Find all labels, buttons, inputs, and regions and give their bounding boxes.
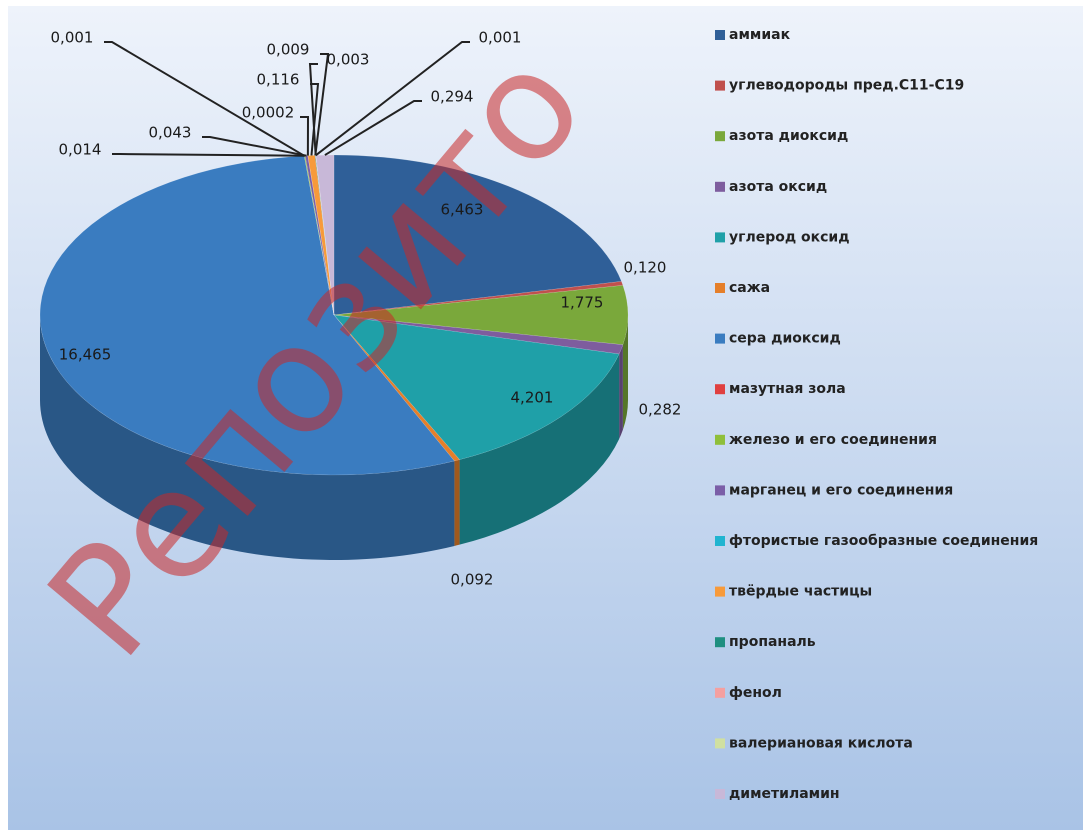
legend-label: марганец и его соединения — [729, 482, 953, 498]
legend-swatch — [715, 333, 725, 344]
legend-swatch — [715, 283, 725, 293]
labels: 6,463 0,120 1,775 0,282 4,201 0,092 16,465 0,00… — [51, 29, 682, 589]
legend-label: железо и его соединения — [729, 432, 937, 448]
legend-label: диметиламин — [729, 786, 840, 802]
data-label: 0,282 — [639, 401, 682, 419]
pie-slice — [39, 155, 455, 476]
data-label: 4,201 — [511, 389, 554, 407]
leader-line — [112, 153, 305, 157]
legend-label: азота диоксид — [729, 128, 848, 144]
legend: аммиак углеводороды пред.С11-С19 азота дио… — [715, 27, 1038, 802]
legend-swatch — [715, 485, 725, 496]
legend-swatch — [715, 232, 725, 243]
data-label: 0,092 — [451, 571, 494, 589]
data-label: 0,120 — [624, 259, 667, 277]
pie-slice-side — [459, 353, 620, 545]
legend-swatch — [715, 181, 725, 192]
pie-slice-side — [40, 315, 455, 560]
data-label: 0,0002 — [242, 104, 295, 122]
pie-slice — [333, 314, 620, 460]
legend-label: фенол — [729, 685, 782, 701]
pie-slice — [333, 314, 461, 462]
leader-line — [314, 53, 330, 156]
data-label: 6,463 — [441, 201, 484, 219]
legend-swatch — [715, 687, 725, 698]
leader-line — [202, 136, 307, 157]
pie-slice — [333, 314, 624, 355]
data-label: 0,294 — [431, 88, 474, 106]
leader-line — [315, 41, 470, 157]
data-label: 0,116 — [257, 71, 300, 89]
legend-swatch — [715, 30, 725, 40]
pie-slice — [333, 154, 622, 316]
data-label: 0,014 — [59, 141, 102, 159]
legend-swatch — [715, 586, 725, 597]
legend-label: пропаналь — [729, 634, 816, 650]
legend-swatch — [715, 80, 725, 91]
pie-slice-side — [454, 459, 460, 546]
legend-swatch — [715, 536, 725, 546]
pie-slice — [333, 285, 629, 345]
legend-swatch — [715, 131, 725, 142]
legend-label: валериановая кислота — [729, 735, 913, 751]
legend-swatch — [715, 738, 725, 749]
data-label: 0,001 — [51, 29, 94, 47]
legend-label: фтористые газообразные соединения — [729, 533, 1038, 549]
data-label: 0,001 — [479, 29, 522, 47]
legend-swatch — [715, 637, 725, 648]
legend-swatch — [715, 789, 725, 799]
data-label: 0,043 — [149, 124, 192, 142]
leader-line — [324, 100, 422, 156]
pie-slice-side — [619, 344, 623, 439]
leader-line — [300, 116, 310, 156]
pie-slice-side — [622, 315, 628, 430]
data-label: 0,003 — [327, 51, 370, 69]
leader-line — [104, 41, 305, 157]
leader-line — [308, 63, 318, 156]
legend-label: аммиак — [729, 27, 791, 43]
legend-label: сажа — [729, 280, 770, 296]
legend-label: углерод оксид — [729, 229, 850, 245]
legend-label: углеводороды пред.С11-С19 — [729, 78, 964, 94]
data-label: 0,009 — [267, 41, 310, 59]
legend-label: азота оксид — [729, 179, 827, 195]
legend-label: сера диоксид — [729, 331, 841, 347]
pie — [39, 154, 629, 560]
data-label: 16,465 — [59, 346, 112, 364]
pie-slice — [333, 281, 624, 316]
legend-swatch — [715, 384, 725, 395]
legend-swatch — [715, 434, 725, 445]
legend-label: мазутная зола — [729, 381, 846, 397]
data-label: 1,775 — [561, 294, 604, 312]
legend-label: твёрдые частицы — [729, 584, 872, 600]
